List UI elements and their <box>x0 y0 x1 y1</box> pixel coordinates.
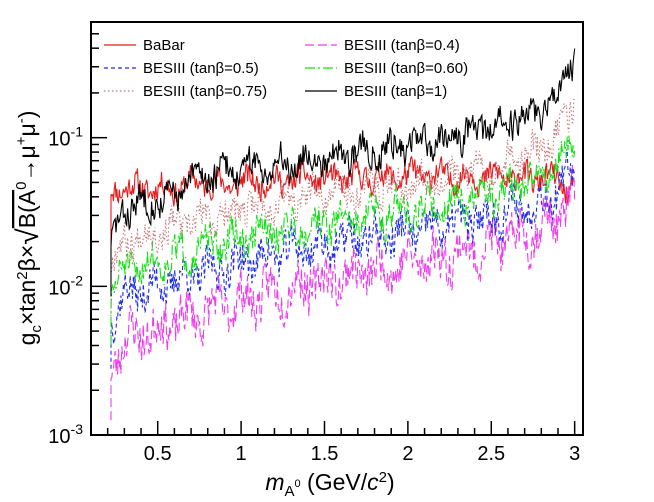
series-line-2 <box>110 150 576 369</box>
legend: BaBar BESIII (tanβ=0.4) BESIII (tanβ=0.5) B… <box>104 37 468 100</box>
legend-label: BESIII (tanβ=0.5) <box>143 60 259 77</box>
series-line-3 <box>110 135 576 345</box>
x-tick-label: 0.5 <box>144 443 172 465</box>
x-tick-label: 2.5 <box>477 443 505 465</box>
series-line-1 <box>110 164 576 421</box>
curve-layer <box>110 48 576 421</box>
legend-label: BESIII (tanβ=1) <box>344 83 447 100</box>
y-axis-title: gc×tan2β×√B(A0→μ+μ-) <box>12 111 45 346</box>
legend-label: BESIII (tanβ=0.4) <box>344 37 460 54</box>
y-tick-label: 10-2 <box>48 272 83 299</box>
x-axis-title: mA0 (GeV/c2) <box>265 469 394 500</box>
y-tick-label: 10-3 <box>48 421 83 448</box>
x-tick-label: 3 <box>569 443 580 465</box>
x-tick-label: 2 <box>402 443 413 465</box>
y-axis: 10-3 10-2 10-1 <box>48 33 107 448</box>
series-line-5 <box>110 48 576 297</box>
legend-label: BESIII (tanβ=0.75) <box>143 83 267 100</box>
series-line-4 <box>110 98 576 317</box>
x-axis: 0.5 1 1.5 2 2.5 3 <box>106 421 580 465</box>
plot-frame <box>90 21 584 436</box>
x-tick-label: 1 <box>236 443 247 465</box>
legend-label: BaBar <box>143 37 185 54</box>
svg-text:gc×tan2β×√B(A0→μ+μ-): gc×tan2β×√B(A0→μ+μ-) <box>12 111 45 346</box>
y-tick-label: 10-1 <box>48 124 83 151</box>
legend-label: BESIII (tanβ=0.60) <box>344 60 468 77</box>
x-tick-label: 1.5 <box>311 443 339 465</box>
